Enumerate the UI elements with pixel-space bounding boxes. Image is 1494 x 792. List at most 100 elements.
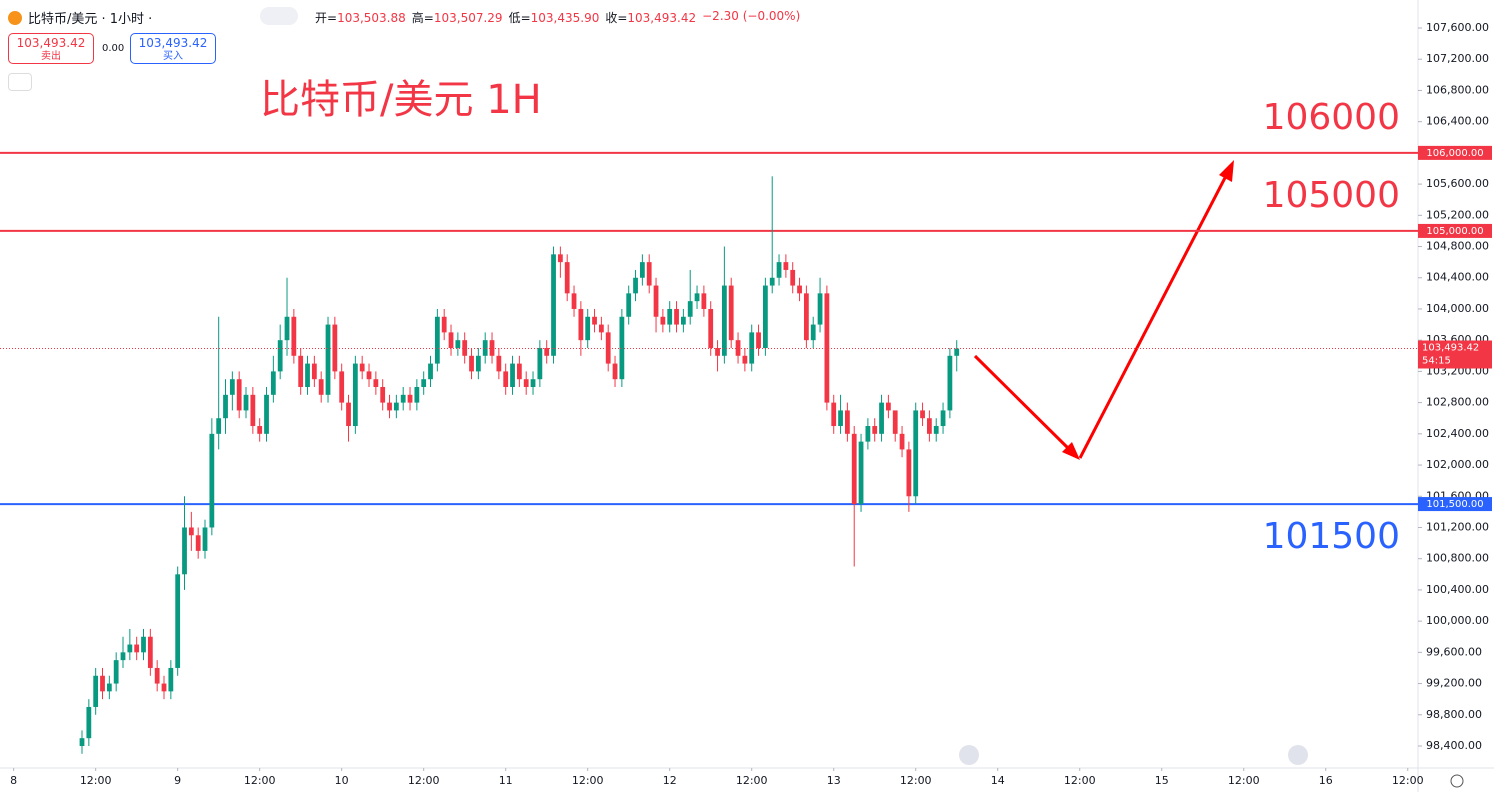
candle-body [653,285,659,317]
buy-button[interactable]: 103,493.42 买入 [130,33,216,64]
level-tag-label: 101,500.00 [1426,499,1483,510]
ohlc-value: 103,503.88 [337,11,406,25]
sell-button[interactable]: 103,493.42 卖出 [8,33,94,64]
candle-body [291,316,297,356]
candle-body [434,316,440,364]
candle-body [947,355,953,411]
candle-body [428,363,433,380]
y-tick-label: 102,400.00 [1426,427,1489,440]
x-tick-label: 12:00 [244,774,276,787]
y-tick-label: 106,400.00 [1426,115,1489,128]
y-tick-label: 99,200.00 [1426,677,1482,690]
candle-body [721,285,727,356]
candle-body [441,316,447,333]
candle-body [530,379,536,388]
candle-body [865,426,871,442]
candle-body [940,410,946,427]
level-annotation: 106000 [1263,97,1400,138]
candle-body [872,426,878,434]
candle-body [339,371,345,403]
x-tick-label: 12:00 [80,774,112,787]
y-tick-label: 104,800.00 [1426,240,1489,253]
indicator-pill[interactable] [260,7,298,25]
candle-body [557,254,563,263]
candle-body [407,394,413,403]
y-tick-label: 101,600.00 [1426,489,1489,502]
candle-body [680,316,686,325]
candle-body [838,410,843,427]
candle-body [592,316,597,325]
candle-body [475,355,481,372]
candle-body [715,347,720,356]
level-annotation: 105000 [1263,175,1400,216]
candle-body [120,652,126,661]
x-tick-label: 12:00 [1064,774,1096,787]
x-tick-label: 14 [991,774,1005,787]
x-tick-label: 12:00 [408,774,440,787]
chart-title: 比特币/美元 1H [260,77,542,123]
settings-icon[interactable] [1450,774,1464,788]
level-tag [1418,497,1492,512]
collapse-button[interactable] [8,73,32,91]
level-tag [1418,145,1492,160]
candle-body [503,371,509,388]
candle-body [229,379,235,395]
candle-body [400,394,406,403]
candle-body [223,394,228,419]
candle-body [216,418,222,434]
candle-body [749,332,755,364]
y-tick-label: 98,400.00 [1426,739,1482,752]
ohlc-label: 收= [605,11,628,25]
x-tick-label: 16 [1319,774,1333,787]
candle-body [769,277,775,286]
candle-body [612,363,618,380]
candle-body [564,262,570,294]
last-price-tag [1418,340,1492,369]
y-tick-label: 107,200.00 [1426,52,1489,65]
candle-body [831,402,837,427]
candle-body [270,371,276,395]
candle-body [551,254,556,356]
level-annotation: 101500 [1263,516,1400,557]
ohlc-item: 低=103,435.90 [509,9,600,26]
ohlc: 开=103,503.88 高=103,507.29 低=103,435.90 收… [315,9,800,26]
y-tick-label: 104,400.00 [1426,271,1489,284]
candle-body [660,316,666,325]
candle-body [892,410,898,434]
ohlc-item: 高=103,507.29 [412,9,503,26]
x-tick-label: 13 [827,774,841,787]
x-tick-label: 9 [174,774,181,787]
candle-body [489,340,495,356]
y-tick-label: 100,000.00 [1426,614,1489,627]
event-icon[interactable] [959,745,979,765]
candle-body [168,667,174,692]
candle-body [175,574,181,668]
candle-body [469,355,474,372]
candle-body [913,410,919,497]
candle-body [516,363,522,380]
candle-body [318,379,324,395]
candle-body [544,347,550,356]
candle-body [735,340,741,356]
candle-body [236,379,242,411]
change: −2.30 (−0.00%) [702,9,801,23]
event-icon[interactable] [1288,745,1308,765]
candle-body [762,285,768,348]
candle-body [380,387,386,403]
candle-body [366,371,372,380]
candle-body [209,433,215,528]
x-tick-label: 12:00 [736,774,768,787]
candle-body [332,324,338,372]
candle-body [810,324,816,341]
buy-label: 买入 [163,51,183,62]
candle-body [202,527,208,551]
candle-body [667,308,673,325]
candle-body [86,706,92,739]
candle-body [147,636,153,668]
y-tick-label: 100,400.00 [1426,583,1489,596]
candle-body [141,636,146,653]
candle-body [824,293,830,403]
x-tick-label: 10 [335,774,349,787]
candle-body [298,355,304,388]
candle-body [954,348,960,356]
